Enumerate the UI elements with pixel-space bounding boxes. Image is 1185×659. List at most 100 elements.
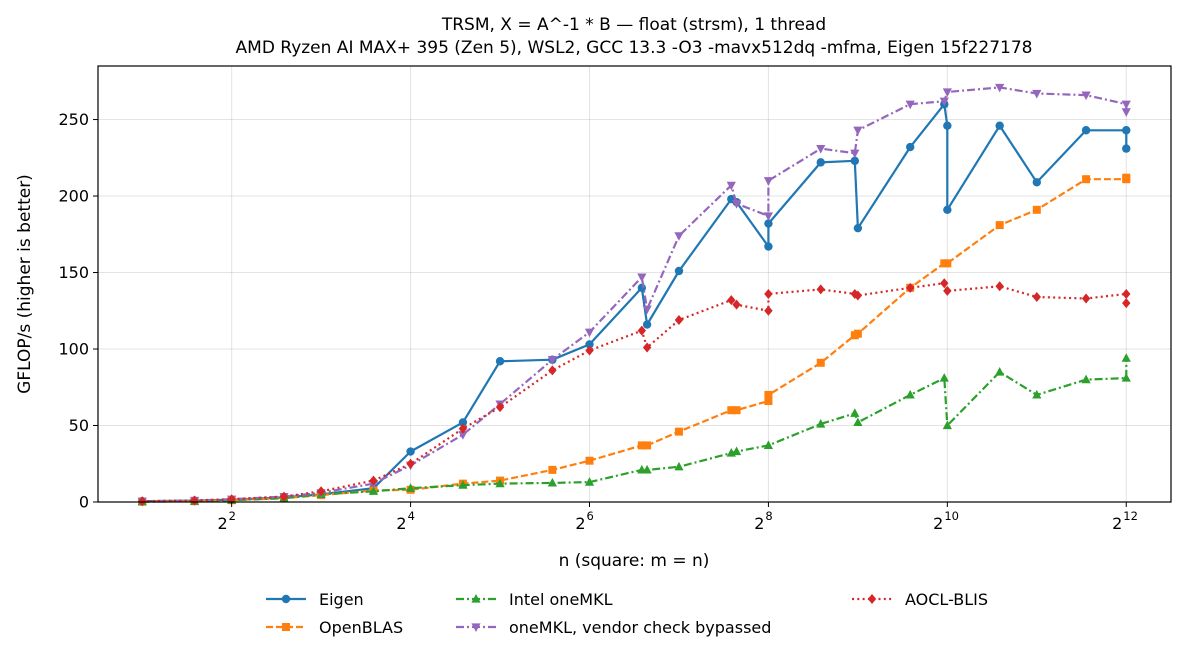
data-point-aocl-blis [642,342,652,353]
data-point-intel-onemkl [547,477,557,487]
data-point-openblas [995,221,1004,230]
legend-item-onemkl-vendor-check-bypassed: oneMKL, vendor check bypassed [456,618,771,637]
data-point-openblas [548,465,557,474]
x-tick-exponent: 6 [587,509,594,523]
x-tick-base: 2 [396,514,406,533]
data-point-openblas [1032,205,1041,214]
data-point-onemkl-vendor-check-bypassed [942,88,952,98]
legend: Eigen OpenBLAS Intel oneMKL oneMKL, vendor … [266,590,988,637]
data-point-aocl-blis [764,288,773,299]
data-point-aocl-blis [943,285,952,296]
data-point-eigen [943,121,952,130]
data-point-openblas [674,427,683,436]
data-point-intel-onemkl [850,408,860,417]
data-point-eigen [853,223,863,233]
legend-label-eigen: Eigen [319,590,364,609]
data-point-aocl-blis [495,402,505,413]
data-point-intel-onemkl [1121,373,1131,382]
data-point-onemkl-vendor-check-bypassed [1121,108,1131,117]
legend-marker-onemkl-vendor-check-bypassed [471,623,481,632]
legend-item-eigen: Eigen [266,590,364,609]
legend-label-aocl-blis: AOCL-BLIS [905,590,988,609]
y-tick-label: 50 [69,416,89,435]
data-point-aocl-blis [316,486,326,497]
data-point-eigen [585,340,594,349]
legend-marker-intel-onemkl [471,594,481,603]
data-point-openblas [816,358,825,367]
data-point-intel-onemkl [1032,389,1042,399]
x-tick-base: 2 [1112,514,1122,533]
data-point-openblas [637,441,646,450]
data-point-intel-onemkl [905,389,915,399]
data-point-intel-onemkl [731,446,742,456]
legend-item-openblas: OpenBLAS [266,618,403,637]
data-point-eigen [406,447,415,456]
data-point-eigen [943,205,952,215]
data-point-openblas [1122,173,1131,182]
data-point-aocl-blis [732,299,741,310]
legend-label-intel-onemkl: Intel oneMKL [509,590,613,609]
data-point-eigen [906,142,915,152]
data-point-openblas [585,456,594,465]
data-point-aocl-blis [279,491,289,502]
data-point-aocl-blis [227,494,236,505]
data-point-aocl-blis [406,458,415,469]
legend-item-aocl-blis: AOCL-BLIS [852,590,988,609]
legend-marker-aocl-blis [867,594,877,604]
series-intel-onemkl [137,353,1131,506]
data-point-aocl-blis [1122,288,1131,299]
data-point-onemkl-vendor-check-bypassed [939,97,949,107]
data-point-aocl-blis [995,281,1004,292]
x-tick-exponent: 2 [229,509,236,523]
data-point-aocl-blis [585,345,594,356]
data-point-aocl-blis [940,278,949,289]
data-point-aocl-blis [1081,293,1091,304]
series-aocl-blis [138,278,1131,507]
chart-subtitle: AMD Ryzen AI MAX+ 395 (Zen 5), WSL2, GCC… [236,38,1033,58]
data-point-eigen [816,158,825,167]
data-point-aocl-blis [637,325,647,336]
data-point-onemkl-vendor-check-bypassed [816,145,826,154]
legend-label-onemkl-vendor-check-bypassed: oneMKL, vendor check bypassed [509,618,771,637]
data-point-intel-onemkl [763,440,774,449]
data-point-onemkl-vendor-check-bypassed [637,273,647,283]
data-point-intel-onemkl [495,478,505,488]
data-point-openblas [727,406,736,415]
data-point-onemkl-vendor-check-bypassed [850,149,860,159]
data-point-intel-onemkl [458,480,468,489]
data-point-aocl-blis [548,365,557,376]
x-tick-base: 2 [754,514,764,533]
data-point-onemkl-vendor-check-bypassed [584,328,595,338]
data-point-aocl-blis [138,496,147,507]
data-point-openblas [853,329,862,338]
data-point-onemkl-vendor-check-bypassed [674,232,684,241]
data-point-onemkl-vendor-check-bypassed [763,177,774,186]
legend-marker-openblas [282,623,290,631]
data-point-onemkl-vendor-check-bypassed [1081,91,1091,101]
x-axis-label: n (square: m = n) [559,551,710,571]
data-point-onemkl-vendor-check-bypassed [642,305,652,315]
x-tick-exponent: 10 [944,509,959,523]
data-point-eigen [1122,126,1131,135]
y-tick-label: 0 [79,493,89,512]
data-point-openblas [732,406,741,415]
y-tick-label: 150 [58,263,89,282]
data-point-onemkl-vendor-check-bypassed [731,200,742,209]
data-point-openblas [764,390,773,399]
data-point-onemkl-vendor-check-bypassed [458,431,468,440]
data-point-eigen [458,418,468,427]
data-point-eigen [1122,144,1131,153]
data-point-intel-onemkl [405,483,416,492]
y-tick-label: 100 [58,340,89,359]
data-point-openblas [1082,175,1091,184]
data-point-openblas [643,441,652,450]
data-point-intel-onemkl [995,366,1005,376]
y-tick-label: 200 [58,187,89,206]
plot-frame [97,65,1172,503]
data-point-aocl-blis [1032,292,1042,303]
